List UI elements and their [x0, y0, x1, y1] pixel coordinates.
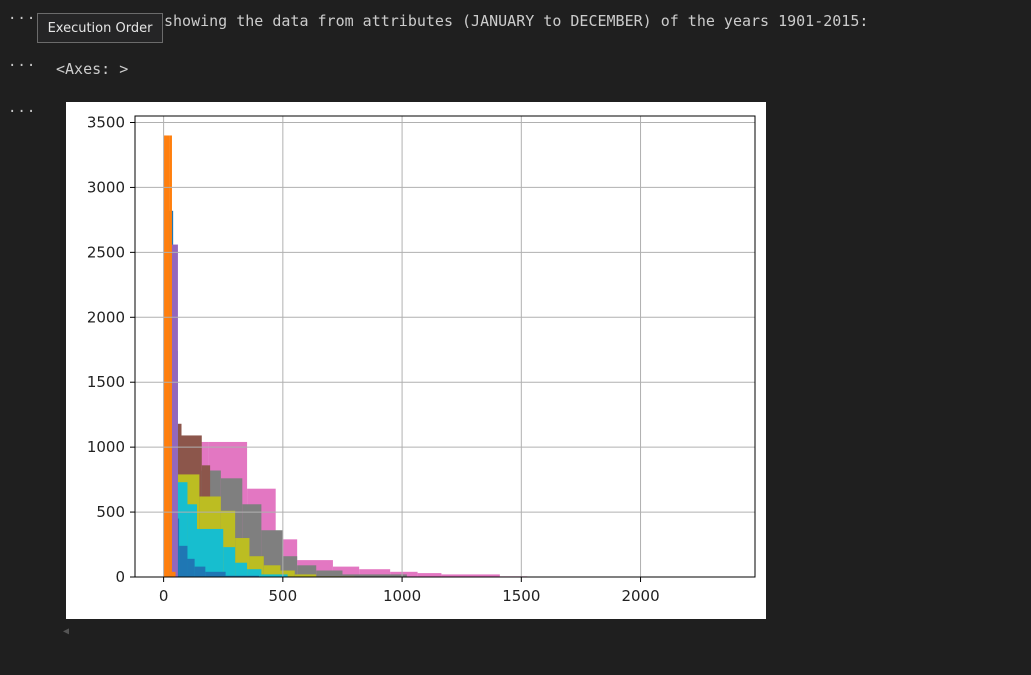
- histogram-bar: [176, 482, 188, 577]
- histogram-bar: [170, 244, 178, 578]
- y-tick-label: 0: [115, 568, 125, 586]
- histogram-bar: [332, 566, 360, 577]
- histogram-bar: [294, 574, 317, 577]
- x-tick-label: 500: [269, 587, 298, 605]
- histogram-bar: [280, 570, 295, 577]
- histogram-bar: [171, 571, 176, 577]
- y-tick-label: 3500: [87, 113, 125, 131]
- y-tick-label: 3000: [87, 178, 125, 196]
- cell-gutter-dots[interactable]: ···: [8, 11, 37, 27]
- histogram-bar: [247, 569, 262, 577]
- histogram-bar: [163, 135, 170, 577]
- histogram-bar: [417, 573, 442, 577]
- output-text: showing the data from attributes (JANUAR…: [164, 12, 869, 30]
- histogram-bar: [359, 569, 391, 577]
- y-tick-label: 1500: [87, 373, 125, 391]
- cell-gutter-dots[interactable]: ···: [8, 58, 37, 74]
- axes-repr-text: <Axes: >: [56, 60, 129, 78]
- scroll-left-arrow-icon[interactable]: ◀: [63, 626, 70, 637]
- histogram-bar: [342, 574, 407, 577]
- histogram-bar: [187, 504, 197, 577]
- axes-frame: [134, 115, 756, 578]
- histogram-bar: [169, 135, 172, 577]
- histogram-plot-image: 0 500 1000 1500 2000 0 500 1000 1500 2000 2500 3000…: [66, 102, 766, 619]
- histogram-bar: [235, 562, 248, 577]
- execution-order-tooltip: Execution Order: [37, 13, 163, 43]
- x-tick-label: 2000: [621, 587, 659, 605]
- y-tick-label: 2000: [87, 308, 125, 326]
- histogram-bar: [261, 574, 288, 577]
- histogram-bar: [297, 565, 317, 577]
- histogram-bar: [205, 571, 226, 577]
- histogram-bar: [441, 574, 500, 577]
- cell-gutter-dots[interactable]: ···: [8, 104, 37, 120]
- histogram-bar: [263, 565, 281, 577]
- x-tick-label: 0: [159, 587, 169, 605]
- x-tick-label: 1500: [502, 587, 540, 605]
- histogram-bar: [194, 566, 206, 577]
- y-tick-label: 2500: [87, 243, 125, 261]
- y-tick-label: 1000: [87, 438, 125, 456]
- histogram-bar: [223, 547, 236, 577]
- histogram-bar: [225, 575, 259, 577]
- histogram-bar: [316, 570, 343, 577]
- histogram-svg: 0 500 1000 1500 2000 0 500 1000 1500 2000 2500 3000…: [87, 113, 756, 605]
- histogram-bar: [179, 545, 188, 577]
- y-tick-label: 500: [96, 503, 125, 521]
- histogram-bar: [187, 558, 195, 577]
- x-tick-label: 1000: [383, 587, 421, 605]
